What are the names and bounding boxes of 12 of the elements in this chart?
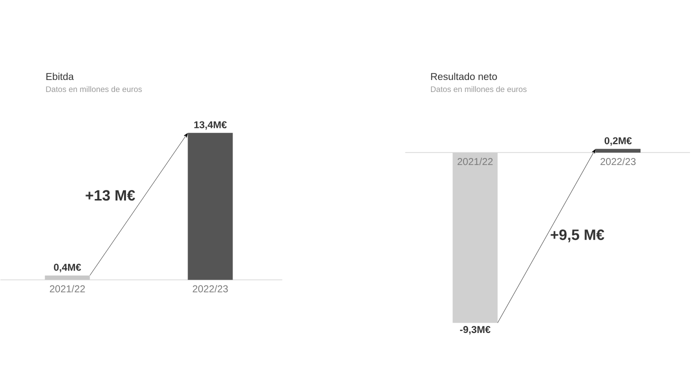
annotation: +13 M€	[86, 190, 136, 201]
data-label: 13,4M€	[194, 121, 227, 130]
annotation: +9,5 M€	[550, 230, 604, 242]
data-label: 0,4M€	[54, 264, 82, 272]
x-tick-label: 2022/23	[192, 285, 228, 292]
chart-title: Ebitda	[46, 72, 74, 80]
x-tick-label: 2022/23	[600, 158, 636, 166]
x-tick-label: 2021/22	[50, 285, 85, 292]
data-label: -9,3M€	[460, 326, 490, 335]
chart-title: Resultado neto	[431, 72, 497, 80]
x-tick-label: 2021/22	[458, 158, 493, 166]
data-label: 0,2M€	[604, 137, 632, 146]
